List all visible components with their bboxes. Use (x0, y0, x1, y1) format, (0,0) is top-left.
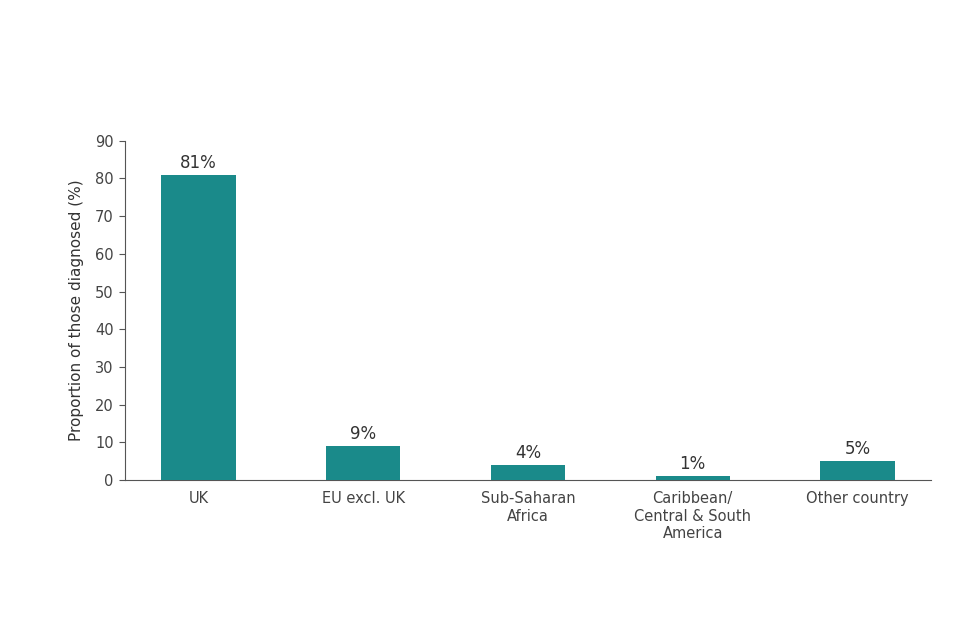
Bar (326, 446, 400, 480)
Bar (491, 465, 565, 480)
Text: 9%: 9% (350, 425, 376, 443)
Text: 1%: 1% (680, 455, 706, 473)
Bar (656, 476, 730, 480)
Y-axis label: Proportion of those diagnosed (%): Proportion of those diagnosed (%) (69, 180, 84, 441)
Text: 4%: 4% (515, 444, 541, 462)
Text: 5%: 5% (845, 440, 871, 458)
Bar (161, 175, 235, 480)
Bar (821, 461, 895, 480)
Text: 81%: 81% (180, 154, 217, 172)
